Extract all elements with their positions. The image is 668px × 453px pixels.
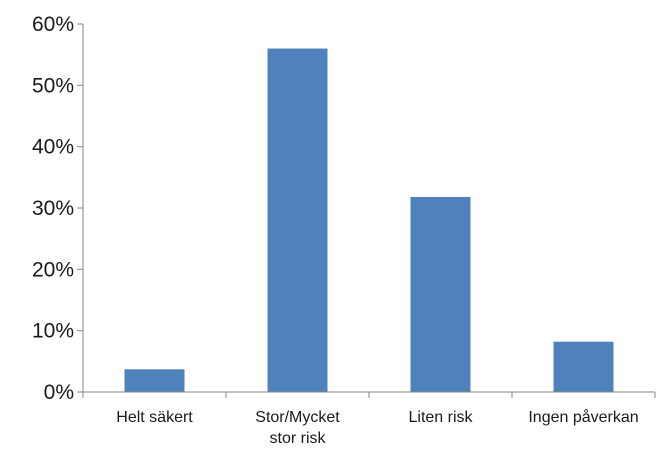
x-axis-tick-labels: Helt säkert Stor/Mycket stor risk Liten ris… bbox=[116, 408, 638, 447]
bar bbox=[267, 48, 328, 393]
x-tick-label: Helt säkert bbox=[116, 409, 193, 426]
y-tick-label: 40% bbox=[32, 136, 74, 159]
x-axis bbox=[82, 391, 656, 398]
x-tick-label: Liten risk bbox=[408, 409, 473, 426]
y-tick-label: 0% bbox=[44, 381, 74, 404]
x-tick-label: Stor/Mycket stor risk bbox=[255, 409, 340, 447]
x-tick-label: Ingen påverkan bbox=[528, 408, 638, 426]
y-tick-label: 10% bbox=[32, 320, 74, 343]
bars bbox=[124, 48, 614, 393]
y-tick-label: 20% bbox=[32, 258, 74, 281]
y-tick-label: 50% bbox=[32, 74, 74, 97]
bar bbox=[553, 341, 614, 392]
y-tick-label: 60% bbox=[32, 13, 74, 36]
y-axis bbox=[77, 23, 84, 393]
y-tick-label: 30% bbox=[32, 197, 74, 220]
bar bbox=[124, 369, 185, 392]
bar bbox=[410, 196, 471, 392]
y-axis-tick-labels: 0% 10% 20% 30% 40% 50% 60% bbox=[32, 13, 74, 404]
